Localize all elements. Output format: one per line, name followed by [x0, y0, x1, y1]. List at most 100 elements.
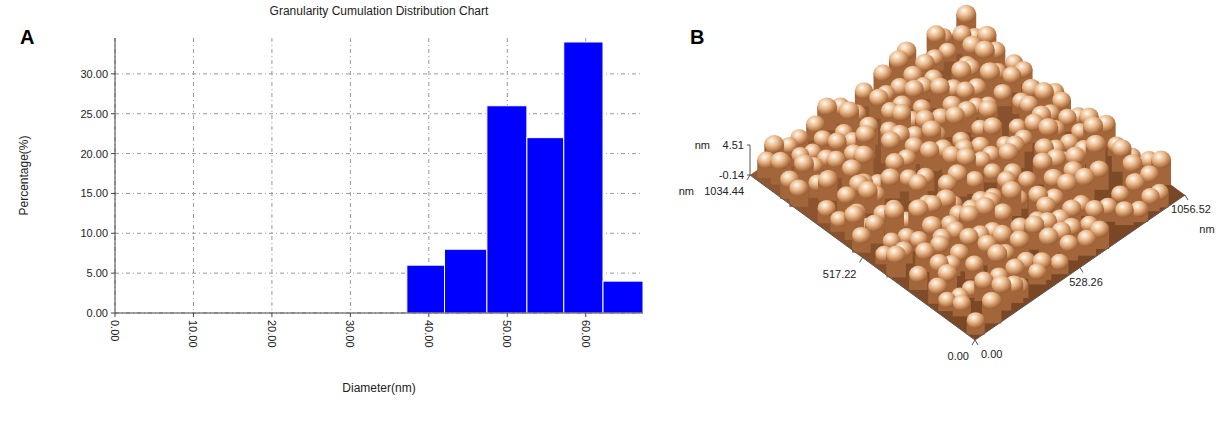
grain [889, 50, 909, 68]
grain [1075, 168, 1095, 186]
grain [956, 5, 976, 23]
grain [1057, 173, 1077, 191]
grain [1034, 82, 1054, 100]
tick-y [111, 193, 115, 194]
tick-label-x: 528.26 [1069, 276, 1103, 288]
grain [909, 174, 928, 191]
grain [1111, 185, 1129, 201]
grain [1083, 116, 1103, 134]
grain [938, 175, 957, 192]
grain [886, 245, 905, 262]
tick-y [111, 313, 115, 314]
grain [908, 199, 928, 217]
grid-line-x [193, 38, 194, 313]
chart-title: Granularity Cumulation Distribution Char… [270, 4, 489, 18]
grain [1151, 151, 1171, 169]
tick-y [972, 340, 975, 345]
y-axis [750, 175, 975, 340]
grain [1086, 135, 1106, 153]
grain [764, 135, 784, 153]
grain [1024, 215, 1044, 233]
tick-label-z: -0.14 [719, 169, 744, 181]
panel-b: B0.00528.261056.520.00517.221034.444.51-… [679, 5, 1215, 362]
grain [920, 141, 939, 158]
tick-x [115, 313, 116, 317]
panel-label: A [20, 26, 34, 48]
grain [904, 80, 923, 97]
tick-x [1080, 268, 1083, 273]
grain [1141, 188, 1159, 204]
grain [1059, 235, 1078, 252]
panel-label: B [690, 26, 704, 48]
grid-line-x [271, 38, 272, 313]
grain [953, 295, 971, 311]
tick-label-y: 20.00 [80, 148, 108, 160]
grain [885, 153, 904, 170]
grain [1112, 139, 1132, 157]
grain [828, 133, 847, 150]
grain [1077, 230, 1096, 247]
grid-line-x [350, 38, 351, 313]
tick-label-x: 0.00 [109, 320, 121, 341]
tick-label-x: 1056.52 [1171, 203, 1211, 215]
x-axis-title: Diameter(nm) [342, 381, 415, 395]
bar [407, 265, 445, 313]
grain [966, 171, 984, 187]
bar [487, 106, 527, 313]
grain [858, 181, 877, 199]
grain [881, 131, 900, 148]
panel-a: A Granularity Cumulation Distribution Cha… [17, 4, 643, 395]
tick-label-x: 20.00 [266, 320, 278, 348]
tick-y [111, 273, 115, 274]
z-axis-title: nm [695, 139, 710, 151]
tick-label-x: 0.00 [981, 348, 1002, 360]
grain [881, 168, 900, 185]
tick-label-y: 0.00 [87, 307, 108, 319]
grain [806, 116, 824, 133]
grain [959, 228, 978, 245]
grain [1039, 227, 1059, 245]
figure: A Granularity Cumulation Distribution Cha… [0, 0, 1230, 425]
grain [975, 40, 995, 58]
bar [527, 138, 564, 313]
grain [892, 104, 911, 121]
bar [603, 281, 643, 313]
grain [874, 65, 893, 82]
grain [922, 120, 942, 138]
tick-label-y: 10.00 [80, 227, 108, 239]
tick-label-y: 30.00 [80, 68, 108, 80]
grain [852, 227, 871, 244]
grain [1010, 230, 1030, 248]
x-axis-title: nm [1199, 223, 1214, 235]
grain [1033, 152, 1052, 170]
tick-y [111, 113, 115, 114]
grain [837, 186, 856, 203]
z-axis [750, 145, 751, 175]
grain [999, 143, 1019, 161]
grain [974, 272, 993, 289]
grain [965, 255, 983, 271]
grain [1028, 263, 1046, 279]
tick-x [507, 313, 508, 317]
grain [927, 25, 946, 42]
tick-x [350, 313, 351, 317]
grain [1001, 181, 1021, 199]
tick-label-x: 40.00 [423, 320, 435, 348]
tick-x [428, 313, 429, 317]
tick-label-x: 50.00 [501, 320, 513, 348]
grain [845, 205, 865, 223]
tick-y [111, 153, 115, 154]
tick-y [111, 233, 115, 234]
tick-x [975, 340, 978, 345]
grain [789, 180, 808, 197]
grain [818, 171, 837, 188]
grain [967, 312, 985, 328]
tick-label-x: 30.00 [344, 320, 356, 348]
grain [928, 278, 947, 295]
tick-y [860, 258, 863, 263]
grain [991, 275, 1011, 293]
grain [1123, 154, 1143, 172]
grid-line-x [115, 38, 116, 313]
y-axis-title: Percentage(%) [17, 135, 31, 215]
grain [839, 101, 859, 119]
